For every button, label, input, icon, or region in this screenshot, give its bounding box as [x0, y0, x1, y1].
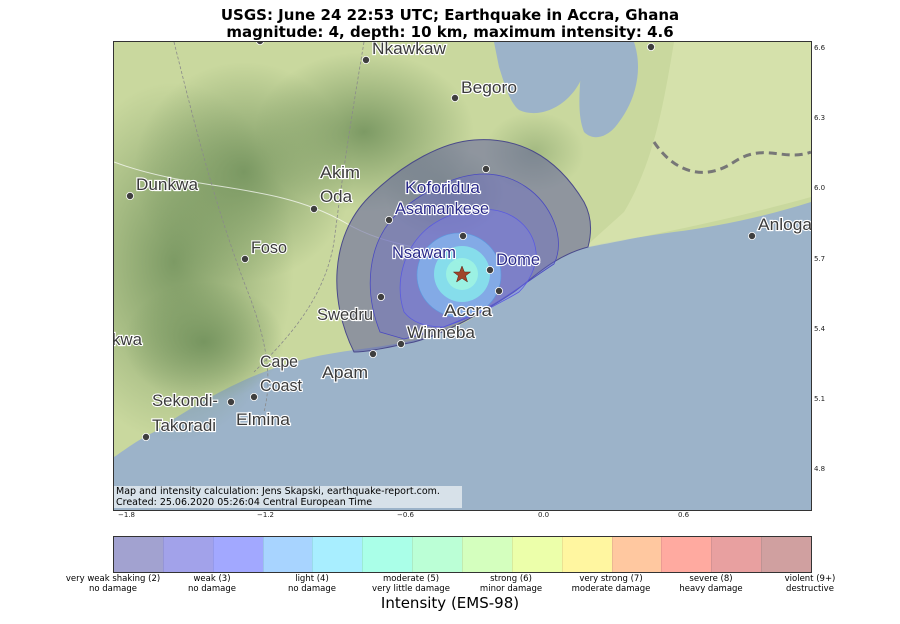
- lake-volta: [494, 42, 586, 114]
- city-dot-akim-oda: [309, 204, 318, 213]
- city-dot-sekondi-takoradi: [141, 432, 150, 441]
- city-dot-winneba: [396, 339, 405, 348]
- city-dot-swedru: [376, 292, 385, 301]
- city-dot-apam: [368, 349, 377, 358]
- colorbar-cell: [114, 537, 163, 572]
- lat-tick: 5.7: [814, 255, 826, 263]
- city-dot-dome: [485, 265, 494, 274]
- lon-tick: −1.2: [257, 511, 274, 519]
- colorbar-cell: [761, 537, 812, 572]
- city-dot-anloga: [748, 231, 757, 240]
- city-label-cape: Cape: [260, 352, 298, 371]
- lat-tick: 6.6: [814, 44, 826, 52]
- city-dot-dunkwa: [125, 191, 134, 200]
- colorbar-cell: [312, 537, 363, 572]
- colorbar-cell: [362, 537, 413, 572]
- city-dot-foso: [241, 254, 250, 263]
- city-dot-nkawkaw: [361, 55, 370, 64]
- city-label-anloga: Anloga: [758, 215, 811, 234]
- map-credit: Map and intensity calculation: Jens Skap…: [114, 486, 462, 508]
- colorbar-cell: [162, 537, 213, 572]
- city-dot-elmina: [227, 397, 236, 406]
- colorbar-label: light (4) no damage: [287, 574, 336, 594]
- city-label-asamankese: Asamankese: [395, 199, 489, 218]
- city-dot-begoro: [450, 94, 459, 103]
- city-label-akim: Akim: [320, 163, 360, 182]
- city-label-elmina: Elmina: [236, 410, 291, 429]
- lat-tick: 4.8: [814, 465, 826, 473]
- city-label-koforidua: Koforidua: [405, 178, 481, 197]
- city-label-dome: Dome: [496, 250, 540, 269]
- lon-tick: −1.8: [118, 511, 135, 519]
- city-dot-accra: [494, 286, 503, 295]
- lon-tick: −0.6: [397, 511, 414, 519]
- colorbar-label: weak (3) no damage: [187, 574, 236, 594]
- colorbar-label: strong (6) minor damage: [479, 574, 543, 594]
- city-dot-asamankese: [384, 215, 393, 224]
- colorbar-cell: [711, 537, 762, 572]
- created-timestamp: Created: 25.06.2020 05:26:04 Central Eur…: [116, 497, 373, 508]
- city-label-foso: Foso: [251, 238, 287, 257]
- lat-tick: 5.1: [814, 395, 826, 403]
- city-label-accra: Accra: [444, 301, 493, 320]
- colorbar-cell: [511, 537, 562, 572]
- lon-tick: 0.0: [538, 511, 550, 519]
- intensity-map[interactable]: Nkawkaw Begoro Dunkwa Akim Oda Koforidua…: [113, 41, 812, 511]
- city-label-nkawkaw: Nkawkaw: [372, 42, 447, 58]
- colorbar-cell: [412, 537, 463, 572]
- city-label-swedru: Swedru: [317, 305, 373, 324]
- city-label-tarkwa: kwa: [114, 330, 143, 349]
- city-label-begoro: Begoro: [461, 78, 517, 97]
- city-dot-cape-coast: [249, 392, 258, 401]
- colorbar-label: violent (9+) destructive: [784, 574, 836, 594]
- colorbar-cell: [661, 537, 712, 572]
- colorbar-label: severe (8) heavy damage: [679, 574, 743, 594]
- colorbar-axis-label: Intensity (EMS-98): [380, 594, 520, 612]
- city-label-takoradi: Takoradi: [152, 416, 216, 435]
- colorbar-label: moderate (5) very little damage: [372, 574, 450, 594]
- city-label-dunkwa: Dunkwa: [136, 175, 199, 194]
- epicenter-star-icon: [452, 265, 472, 283]
- intensity-colorbar: [113, 536, 812, 573]
- lat-tick: 5.4: [814, 325, 826, 333]
- lon-tick: 0.6: [678, 511, 690, 519]
- colorbar-cell: [611, 537, 662, 572]
- map-canvas: Nkawkaw Begoro Dunkwa Akim Oda Koforidua…: [114, 42, 811, 457]
- lat-tick: 6.3: [814, 114, 826, 122]
- colorbar-cell: [262, 537, 313, 572]
- colorbar-label: very weak shaking (2) no damage: [65, 574, 161, 594]
- colorbar-cell: [462, 537, 512, 572]
- colorbar-cell: [561, 537, 612, 572]
- colorbar-cell: [212, 537, 263, 572]
- colorbar-label: very strong (7) moderate damage: [571, 574, 651, 594]
- city-label-winneba: Winneba: [407, 323, 476, 342]
- city-label-sekondi: Sekondi-: [152, 391, 218, 410]
- credit-line: Map and intensity calculation: Jens Skap…: [116, 486, 440, 497]
- city-dot-nsawam: [458, 231, 467, 240]
- city-label-coast: Coast: [260, 376, 302, 395]
- lat-tick: 6.0: [814, 184, 826, 192]
- map-title: USGS: June 24 22:53 UTC; Earthquake in A…: [220, 6, 680, 24]
- city-dot-koforidua: [481, 165, 490, 174]
- city-label-apam: Apam: [322, 363, 368, 382]
- city-label-oda: Oda: [320, 187, 353, 206]
- city-label-nsawam: Nsawam: [392, 243, 456, 262]
- map-subtitle: magnitude: 4, depth: 10 km, maximum inte…: [226, 23, 674, 41]
